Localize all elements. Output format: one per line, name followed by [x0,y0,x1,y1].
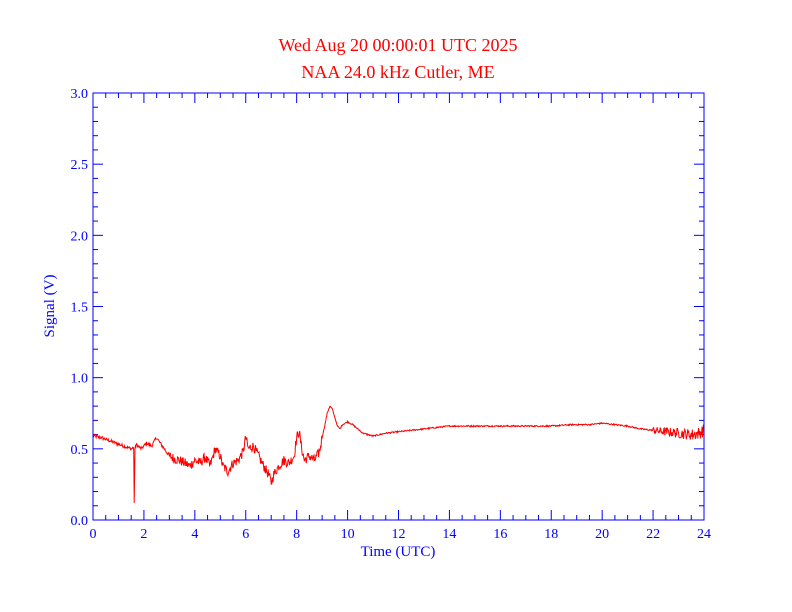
x-tick-label: 2 [140,527,147,542]
plot-frame [92,92,705,521]
x-tick-label: 8 [293,527,300,542]
x-tick-label: 6 [242,527,249,542]
y-tick-label: 2.5 [71,158,89,173]
axis-ticks [92,92,705,521]
x-tick-label: 10 [341,527,355,542]
y-tick-label: 1.5 [71,301,89,316]
y-tick-label: 1.0 [71,372,89,387]
y-tick-label: 0.0 [71,514,89,529]
x-tick-label: 20 [595,527,609,542]
x-tick-label: 18 [544,527,558,542]
y-tick-label: 3.0 [71,87,89,102]
chart-title: Wed Aug 20 00:00:01 UTC 2025 [278,35,517,55]
y-tick-label: 0.5 [71,443,89,458]
chart-subtitle: NAA 24.0 kHz Cutler, ME [301,62,494,82]
tick-labels: 0 2 4 6 8 10 12 14 16 18 20 22 240.00.51.01.52.02.53… [71,87,712,542]
x-tick-label: 16 [493,527,507,542]
x-tick-label: 24 [697,527,711,542]
x-tick-label: 22 [646,527,660,542]
x-tick-label: 12 [392,527,406,542]
y-axis-label: Signal (V) [42,275,58,338]
x-tick-label: 4 [191,527,198,542]
signal-series-line [92,405,705,503]
y-tick-label: 2.0 [71,229,89,244]
x-axis-label: Time (UTC) [361,544,436,560]
x-tick-label: 0 [90,527,97,542]
x-tick-label: 14 [442,527,456,542]
